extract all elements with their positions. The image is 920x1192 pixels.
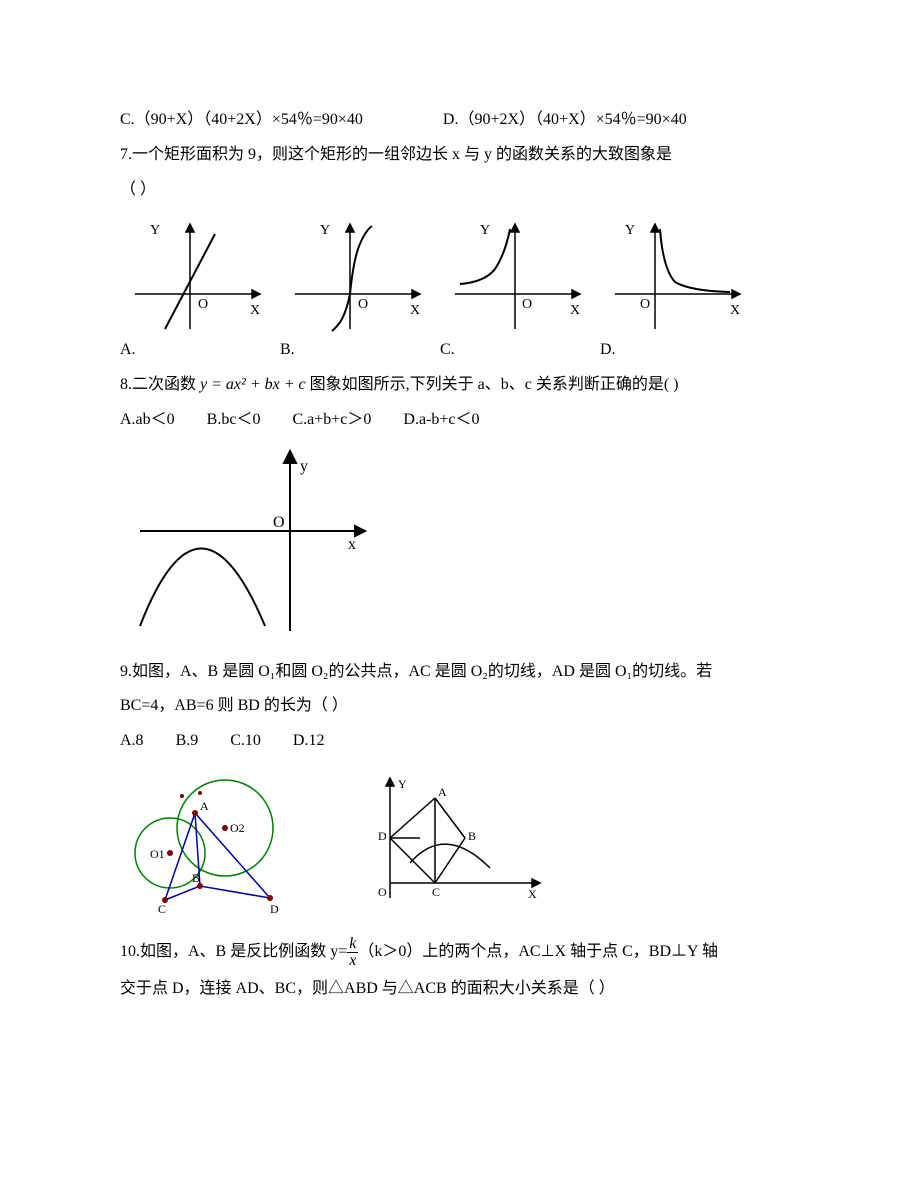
q10-stem-2: 交于点 D，连接 AD、BC，则△ABD 与△ACB 的面积大小关系是（ ） [120, 975, 810, 1004]
q7-label-d: D. [600, 336, 616, 365]
svg-text:Y: Y [150, 223, 160, 238]
q8-stem: 8.二次函数 y = ax² + bx + c 图象如图所示,下列关于 a、b、… [120, 371, 810, 400]
svg-text:y: y [300, 458, 308, 475]
q8-opt-c: C.a+b+c＞0 [292, 411, 371, 428]
q10-frac-num: k [347, 936, 358, 953]
q8-figure-wrap: y O x [120, 441, 810, 652]
q7-graph-d: Y O X [600, 214, 750, 334]
q7-graph-d-cell: Y O X D. [600, 214, 750, 365]
q8-opt-d: D.a-b+c＜0 [403, 411, 479, 428]
q9-stem-1: 9.如图，A、B 是圆 O₁和圆 O₂的公共点，AC 是圆 O₂的切线，AD 是… [120, 658, 810, 687]
q7-stem-1: 7.一个矩形面积为 9，则这个矩形的一组邻边长 x 与 y 的函数关系的大致图象… [120, 141, 810, 170]
q8-options: A.ab＜0 B.bc＜0 C.a+b+c＞0 D.a-b+c＜0 [120, 406, 810, 435]
q8-formula: y = ax² + bx + c [200, 376, 306, 393]
svg-text:B: B [192, 871, 200, 885]
svg-text:X: X [570, 303, 580, 318]
svg-text:O: O [198, 297, 208, 312]
q9-opt-d: D.12 [293, 732, 325, 749]
q7-graph-c-cell: Y O X C. [440, 214, 590, 365]
svg-text:X: X [528, 887, 537, 901]
q10-fraction: kx [347, 936, 358, 969]
q7-graphs-row: Y O X A. Y O X B. [120, 214, 810, 365]
svg-text:B: B [468, 829, 476, 843]
q10-frac-den: x [347, 953, 358, 969]
q7-graph-a-cell: Y O X A. [120, 214, 270, 365]
svg-text:Y: Y [320, 223, 330, 238]
svg-text:X: X [410, 303, 420, 318]
q8-opt-a: A.ab＜0 [120, 411, 175, 428]
q8-figure: y O x [120, 441, 380, 641]
q9-options: A.8 B.9 C.10 D.12 [120, 727, 810, 756]
q7-graph-b-cell: Y O X B. [280, 214, 430, 365]
q10-stem1-prefix: 10.如图，A、B 是反比例函数 y= [120, 943, 347, 960]
svg-text:Y: Y [625, 223, 635, 238]
q7-label-c: C. [440, 336, 455, 365]
svg-text:C: C [432, 885, 440, 899]
q7-label-a: A. [120, 336, 136, 365]
svg-text:O: O [378, 885, 387, 899]
q8-stem-prefix: 8.二次函数 [120, 376, 200, 393]
q10-stem1-suffix: （k＞0）上的两个点，AC⊥X 轴于点 C，BD⊥Y 轴 [358, 943, 718, 960]
q7-stem-2: （ ） [120, 176, 810, 205]
svg-text:O: O [273, 514, 285, 531]
q7-label-b: B. [280, 336, 295, 365]
q9-opt-c: C.10 [230, 732, 261, 749]
svg-text:O: O [522, 297, 532, 312]
q7-graph-b: Y O X [280, 214, 430, 334]
svg-text:O2: O2 [230, 821, 245, 835]
svg-text:Y: Y [398, 777, 407, 791]
q7-graph-c: Y O X [440, 214, 590, 334]
q9-opt-a: A.8 [120, 732, 144, 749]
svg-text:X: X [730, 303, 740, 318]
svg-text:x: x [348, 536, 356, 553]
q7-graph-a: Y O X [120, 214, 270, 334]
q6-options: C.（90+X）（40+2X）×54％=90×40 D.（90+2X）（40+X… [120, 106, 810, 135]
q8-opt-b: B.bc＜0 [207, 411, 261, 428]
q9-opt-b: B.9 [176, 732, 199, 749]
svg-text:O: O [358, 297, 368, 312]
q9-axes-figure: Y A D B O C X [360, 768, 550, 908]
svg-text:X: X [250, 303, 260, 318]
exam-page: C.（90+X）（40+2X）×54％=90×40 D.（90+2X）（40+X… [0, 0, 920, 1192]
q9-stem-2: BC=4，AB=6 则 BD 的长为（ ） [120, 692, 810, 721]
svg-text:C: C [158, 902, 166, 916]
svg-text:O1: O1 [150, 847, 165, 861]
svg-text:O: O [640, 297, 650, 312]
q9-figures: O1 O2 A B C D [120, 768, 810, 918]
q6-option-d: D.（90+2X）（40+X）×54％=90×40 [443, 106, 687, 135]
svg-text:A: A [200, 799, 209, 813]
svg-text:Y: Y [480, 223, 490, 238]
q10-stem-1: 10.如图，A、B 是反比例函数 y=kx（k＞0）上的两个点，AC⊥X 轴于点… [120, 936, 810, 969]
q8-stem-suffix: 图象如图所示,下列关于 a、b、c 关系判断正确的是( ) [306, 376, 679, 393]
svg-text:D: D [270, 902, 279, 916]
svg-text:A: A [438, 785, 447, 799]
q6-option-c: C.（90+X）（40+2X）×54％=90×40 [120, 106, 363, 135]
svg-text:D: D [378, 829, 387, 843]
q9-circles-figure: O1 O2 A B C D [120, 768, 300, 918]
